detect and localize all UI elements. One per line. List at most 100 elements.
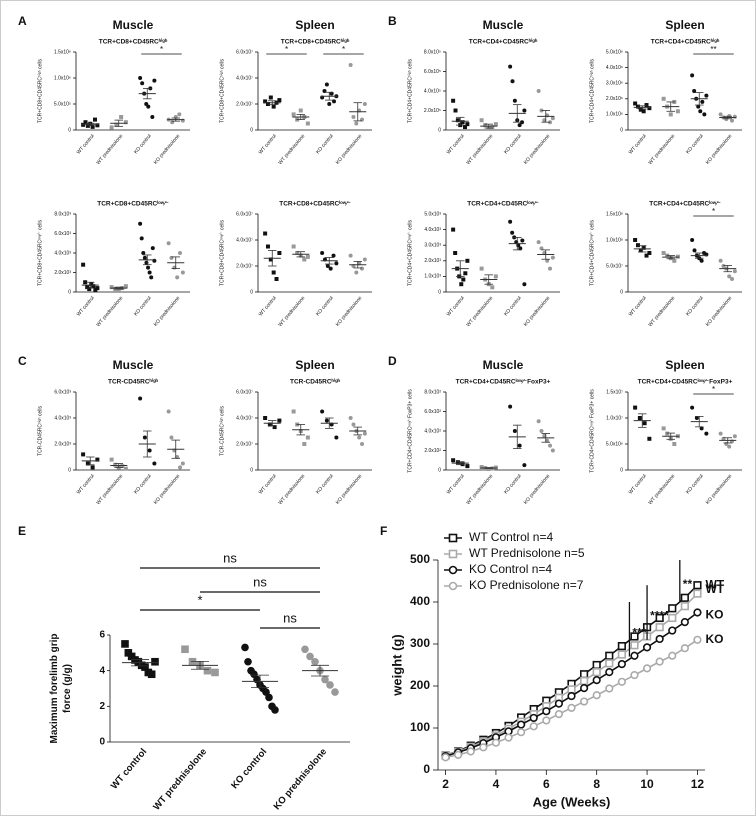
marker [638, 248, 643, 253]
marker [301, 645, 309, 654]
marker [334, 261, 339, 266]
marker [331, 688, 339, 696]
marker [630, 632, 639, 641]
marker [633, 238, 638, 242]
marker [274, 277, 279, 281]
y-axis-label: TCR+CD4+CD45RCˡᵒʷ⁄⁻ cells [407, 219, 413, 286]
marker [271, 270, 276, 275]
panel-letter: F [380, 524, 387, 538]
y-axis-label: TCR+CD8+CD45RCˡᵒʷ⁄⁻ cells [219, 219, 225, 286]
marker [522, 463, 527, 468]
marker [114, 122, 119, 127]
marker [93, 117, 97, 122]
significance-label: *** [632, 625, 646, 639]
marker [81, 122, 86, 127]
marker [567, 685, 576, 694]
y-tick-label: 6 [99, 630, 105, 641]
marker [508, 64, 513, 69]
marker [479, 266, 484, 271]
marker [178, 465, 183, 470]
marker [517, 728, 526, 737]
marker [668, 112, 673, 117]
marker [244, 657, 252, 666]
marker [510, 230, 515, 235]
marker [147, 448, 152, 453]
marker [265, 102, 270, 106]
marker [302, 257, 307, 262]
marker [548, 266, 553, 271]
marker [668, 613, 677, 623]
y-tick-label: 300 [410, 636, 430, 650]
marker [529, 722, 538, 731]
marker [605, 684, 614, 693]
x-tick-label: 2 [442, 777, 449, 791]
marker [493, 274, 498, 279]
marker [91, 284, 96, 289]
y-tick-label: 2.0x10³ [54, 270, 71, 276]
marker [324, 82, 329, 87]
marker [357, 435, 362, 440]
marker [512, 98, 517, 103]
marker [592, 660, 601, 670]
marker [93, 288, 98, 293]
y-tick-label: 3.0x10³ [424, 243, 441, 249]
marker [203, 666, 212, 675]
marker [641, 245, 646, 250]
marker [617, 660, 626, 669]
marker [147, 670, 156, 679]
marker [633, 101, 638, 106]
chart-title: TCR+CD8+CD45RCˡᵒʷ⁄⁻ [279, 201, 351, 208]
marker [150, 115, 155, 119]
marker [655, 657, 664, 666]
chart-title: TCR+CD8+CD45RCʰⁱᵍʰ [99, 37, 168, 46]
marker [277, 98, 282, 103]
marker [362, 257, 367, 262]
panel-letter: E [18, 524, 26, 538]
marker [542, 251, 547, 255]
marker [617, 677, 626, 686]
marker [579, 683, 589, 693]
marker [730, 277, 735, 281]
marker [324, 418, 329, 423]
marker [334, 435, 339, 440]
y-tick-label: 100 [410, 720, 430, 734]
marker [454, 750, 463, 759]
y-tick-label: 4.0x10⁷ [236, 75, 253, 81]
y-tick-label: 2.0x10⁷ [236, 441, 253, 447]
marker [460, 120, 465, 125]
marker [690, 238, 695, 242]
marker [149, 275, 154, 280]
y-tick-label: 0 [68, 127, 71, 133]
marker [642, 664, 652, 673]
marker [144, 260, 149, 265]
marker [522, 282, 527, 287]
marker [718, 258, 723, 263]
marker [668, 604, 677, 613]
marker [508, 219, 513, 224]
marker [116, 288, 121, 293]
marker [178, 251, 183, 255]
panel-header: Spleen [295, 18, 334, 32]
y-tick-label: 0 [68, 289, 71, 295]
marker [490, 285, 495, 290]
marker [123, 284, 128, 289]
marker [655, 613, 664, 623]
marker [348, 63, 353, 67]
marker [548, 443, 553, 448]
marker [451, 98, 456, 103]
y-tick-label: 0 [250, 127, 253, 133]
marker [693, 589, 702, 598]
marker [647, 251, 652, 255]
marker [139, 236, 144, 241]
y-tick-label: 500 [410, 552, 430, 566]
marker [142, 255, 147, 260]
y-axis-label: TCR+CD4+CD45RCʰⁱᵍʰ cells [406, 58, 413, 123]
marker [672, 442, 677, 446]
marker [448, 549, 458, 559]
marker [517, 443, 522, 448]
marker [550, 448, 555, 453]
marker [109, 457, 114, 462]
marker [360, 266, 365, 271]
end-label: KO [705, 632, 723, 646]
marker [554, 699, 564, 708]
